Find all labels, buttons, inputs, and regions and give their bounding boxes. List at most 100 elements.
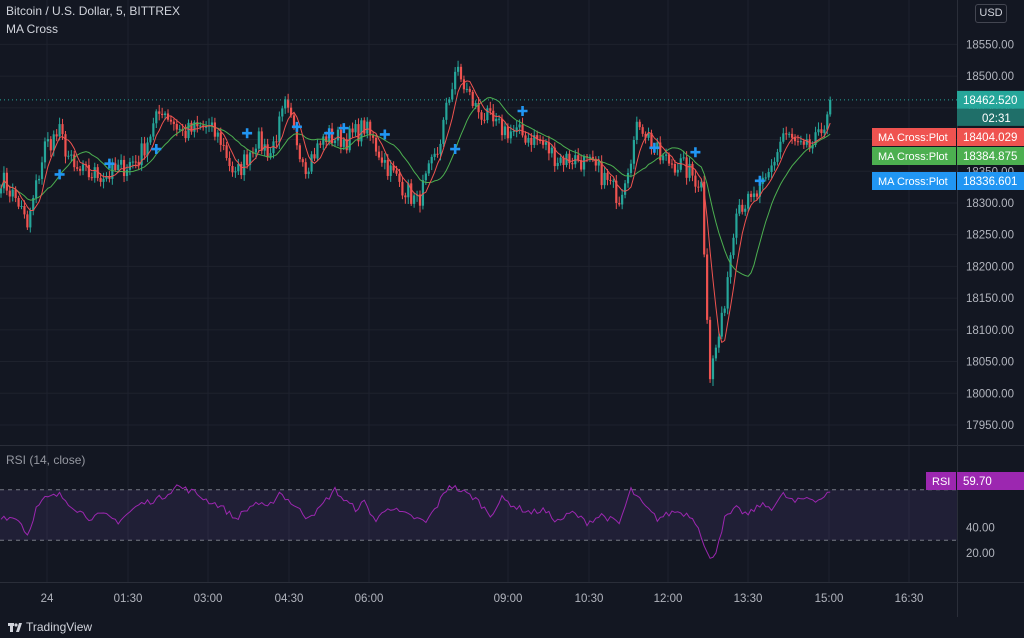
candle (140, 143, 143, 166)
candle (708, 319, 712, 380)
plot-label-value: 18336.601 (963, 176, 1017, 188)
candle (632, 139, 635, 164)
candle (588, 156, 592, 158)
countdown-bg (957, 108, 1024, 126)
candle (486, 108, 489, 121)
candle (667, 154, 671, 164)
candle (544, 142, 548, 145)
candle (301, 159, 304, 163)
candle (190, 122, 193, 132)
candle (234, 171, 237, 173)
candle (823, 129, 826, 134)
rsi-band (0, 489, 957, 541)
candle (289, 107, 293, 116)
candle (489, 108, 492, 111)
candle (105, 175, 108, 179)
candle (20, 205, 23, 207)
candle (682, 157, 685, 159)
candle (90, 177, 93, 179)
candle (395, 170, 398, 174)
candle (178, 128, 181, 130)
candle (448, 99, 451, 103)
candle (483, 119, 486, 121)
candle (468, 88, 471, 92)
candle (149, 136, 152, 143)
plot-label-name: MA Cross:Plot (878, 132, 948, 144)
candle (37, 178, 41, 181)
plot-label-value-bg (957, 172, 1024, 190)
time-tick-label: 03:00 (194, 593, 223, 605)
candle (638, 121, 641, 128)
candle (278, 116, 281, 143)
candle (389, 165, 392, 176)
candle (773, 161, 776, 166)
candle (240, 164, 243, 176)
candle (111, 163, 114, 179)
cross-marker (151, 144, 162, 155)
candle (269, 153, 272, 158)
price-tick-label: 18000.00 (966, 388, 1014, 400)
candle (336, 129, 340, 141)
candle (310, 154, 313, 172)
plot-label-name: MA Cross:Plot (878, 151, 948, 163)
candle (263, 144, 266, 151)
candle (752, 193, 756, 197)
candle (96, 167, 99, 179)
candle (58, 124, 61, 137)
plot-label-value-bg (957, 147, 1024, 165)
candle (656, 142, 659, 149)
price-tick-label: 18200.00 (966, 261, 1014, 273)
rsi-legend[interactable]: RSI (14, close) (6, 453, 86, 467)
candle (814, 132, 817, 145)
candle (99, 178, 102, 182)
candle (459, 66, 463, 80)
candle (635, 121, 638, 140)
candle (421, 180, 425, 206)
candle (345, 139, 348, 151)
candle (729, 255, 732, 278)
cross-marker (338, 123, 349, 134)
candle (723, 308, 726, 313)
currency-button[interactable]: USD (975, 4, 1007, 23)
time-tick-label: 06:00 (355, 593, 384, 605)
rsi-label: RSI (932, 476, 950, 488)
time-tick-label: 12:00 (654, 593, 683, 605)
candle (749, 193, 753, 197)
candle (199, 125, 202, 127)
candle (237, 164, 240, 172)
candle (401, 181, 404, 196)
tradingview-brand[interactable]: TradingView (26, 620, 93, 634)
candle (626, 172, 630, 184)
candle (246, 154, 249, 165)
candle (738, 204, 741, 214)
candle (541, 140, 545, 145)
candle (87, 164, 90, 178)
price-tick-label: 18500.00 (966, 71, 1014, 83)
candle (451, 89, 454, 100)
last-price-label: 18462.520 02:31 (957, 90, 1024, 126)
candle (597, 161, 600, 166)
plot-label-name-bg (872, 172, 956, 190)
candle (404, 195, 407, 198)
candle (492, 110, 495, 122)
candle (456, 66, 460, 72)
rsi-value-bg (957, 472, 1024, 490)
candle (650, 133, 653, 148)
candle (612, 180, 615, 182)
time-tick-label: 13:30 (734, 593, 763, 605)
grid (0, 0, 957, 582)
candle (383, 160, 386, 163)
candle (272, 141, 275, 154)
candle (741, 204, 744, 212)
candle (330, 128, 334, 143)
candle (641, 127, 644, 134)
candle (187, 122, 190, 139)
candle (688, 163, 691, 178)
candle (673, 163, 676, 173)
indicator-legend[interactable]: MA Cross (6, 22, 59, 36)
candle (615, 180, 618, 203)
cross-marker (324, 128, 335, 139)
candle (776, 152, 779, 162)
time-tick-label: 09:00 (494, 593, 523, 605)
